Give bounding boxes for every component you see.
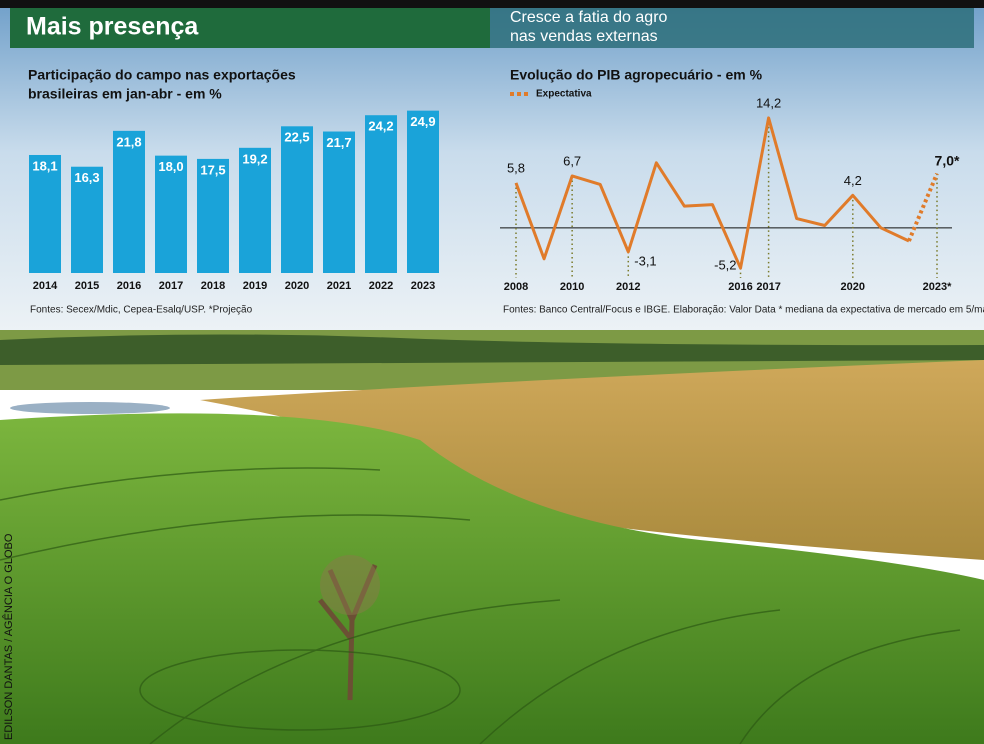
chart-title: Participação do campo nas exportações <box>28 67 296 83</box>
bar <box>197 158 229 273</box>
x-tick-label: 2019 <box>243 280 267 292</box>
x-tick-label: 2017 <box>159 280 183 292</box>
value-label: 21,7 <box>326 135 351 150</box>
tree-crown <box>320 555 380 615</box>
chart-title: brasileiras em jan-abr - em % <box>28 86 222 102</box>
header-title: Mais presença <box>26 13 199 41</box>
x-tick-label: 2023* <box>923 281 952 293</box>
value-label: 18,0 <box>158 159 183 174</box>
bar <box>407 110 439 273</box>
value-label: 18,1 <box>32 158 57 173</box>
x-tick-label: 2023 <box>411 280 435 292</box>
value-label: 7,0* <box>935 152 960 168</box>
bar <box>29 154 61 273</box>
x-tick-label: 2016 <box>117 280 141 292</box>
value-label: 19,2 <box>242 151 267 166</box>
top-rule <box>0 0 984 8</box>
data-line <box>514 116 910 270</box>
chart-source: Fontes: Secex/Mdic, Cepea-Esalq/USP. *Pr… <box>30 305 253 316</box>
x-tick-label: 2017 <box>756 281 780 293</box>
x-tick-label: 2020 <box>841 281 865 293</box>
sky <box>0 0 984 340</box>
x-tick-label: 2010 <box>560 281 584 293</box>
value-label: 17,5 <box>200 162 225 177</box>
x-tick-label: 2008 <box>504 281 528 293</box>
value-label: 5,8 <box>507 160 525 175</box>
pond <box>10 402 170 414</box>
projection-line <box>907 172 939 242</box>
value-label: 4,2 <box>844 173 862 188</box>
value-label: 6,7 <box>563 153 581 168</box>
x-tick-label: 2018 <box>201 280 225 292</box>
x-tick-label: 2020 <box>285 280 309 292</box>
bar <box>365 115 397 273</box>
x-tick-label: 2016 <box>728 281 752 293</box>
tree-line <box>0 334 984 365</box>
bar <box>71 166 103 273</box>
x-tick-label: 2014 <box>33 280 58 292</box>
x-tick-label: 2022 <box>369 280 393 292</box>
value-label: 24,9 <box>410 114 435 129</box>
value-label: 21,8 <box>116 134 141 149</box>
bar <box>281 126 313 273</box>
bar <box>155 155 187 273</box>
bar <box>239 147 271 273</box>
green-field <box>0 413 984 744</box>
wheat-field <box>200 360 984 560</box>
bar <box>323 131 355 273</box>
value-label: -5,2 <box>714 258 736 273</box>
value-label: 22,5 <box>284 130 309 145</box>
value-label: 14,2 <box>756 95 781 110</box>
chart-source: Fontes: Banco Central/Focus e IBGE. Elab… <box>503 305 984 316</box>
value-label: 24,2 <box>368 119 393 134</box>
x-tick-label: 2021 <box>327 280 351 292</box>
legend-label: Expectativa <box>536 89 592 100</box>
bar <box>113 130 145 273</box>
chart-title: Evolução do PIB agropecuário - em % <box>510 67 763 83</box>
x-tick-label: 2015 <box>75 280 99 292</box>
value-label: 16,3 <box>74 170 99 185</box>
title-box <box>10 8 490 48</box>
x-tick-label: 2012 <box>616 281 640 293</box>
tractor-tracks <box>0 467 961 744</box>
header-subtitle: Cresce a fatia do agro <box>510 9 668 26</box>
header-subtitle: nas vendas externas <box>510 28 658 45</box>
photo-credit: EDILSON DANTAS / AGÊNCIA O GLOBO <box>2 533 15 740</box>
value-label: -3,1 <box>634 253 656 268</box>
